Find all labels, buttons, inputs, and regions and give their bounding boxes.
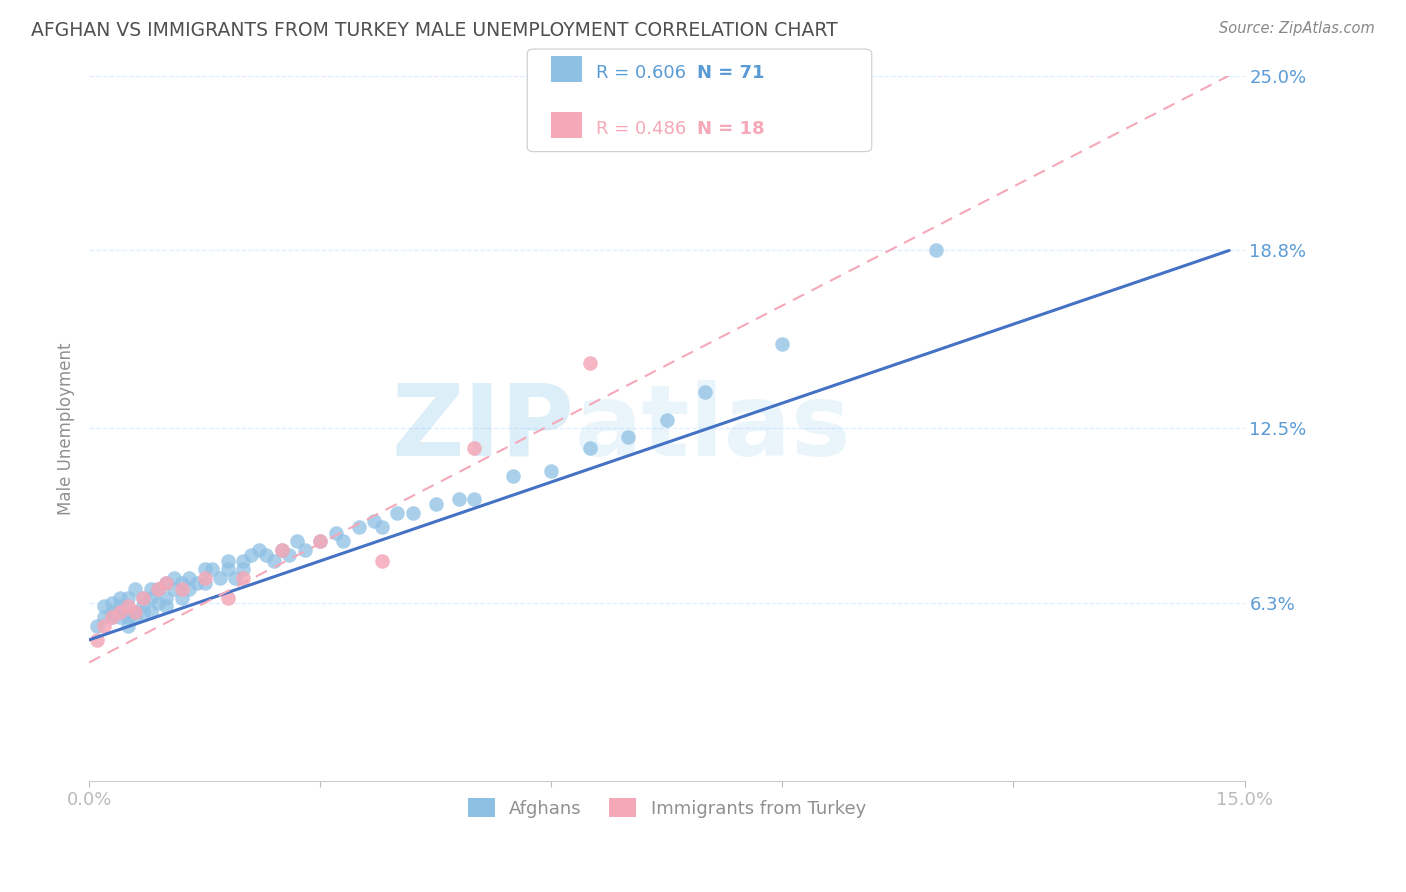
Point <box>285 534 308 549</box>
Point <box>770 336 793 351</box>
Point <box>124 605 146 619</box>
Point <box>695 384 717 399</box>
Point <box>325 525 347 540</box>
Point <box>139 582 162 596</box>
Point <box>155 599 177 613</box>
Point <box>86 632 108 647</box>
Text: N = 71: N = 71 <box>697 64 765 82</box>
Point <box>93 619 115 633</box>
Point <box>139 605 162 619</box>
Point <box>232 571 254 585</box>
Point <box>170 591 193 605</box>
Point <box>132 591 155 605</box>
Point <box>163 571 186 585</box>
Point <box>232 562 254 576</box>
Text: N = 18: N = 18 <box>697 120 765 138</box>
Point <box>194 571 217 585</box>
Point <box>124 582 146 596</box>
Text: ZIP: ZIP <box>391 380 575 476</box>
Point <box>194 562 217 576</box>
Point <box>117 610 139 624</box>
Point <box>117 591 139 605</box>
Point <box>148 596 170 610</box>
Point <box>363 515 385 529</box>
Point <box>578 356 600 370</box>
Point <box>208 571 231 585</box>
Point <box>170 582 193 596</box>
Point <box>578 441 600 455</box>
Point <box>132 591 155 605</box>
Point <box>294 542 316 557</box>
Point <box>108 610 131 624</box>
Point <box>108 599 131 613</box>
Point <box>186 576 208 591</box>
Point <box>347 520 370 534</box>
Point <box>163 582 186 596</box>
Point <box>385 506 408 520</box>
Point <box>401 506 423 520</box>
Point <box>101 605 124 619</box>
Text: R = 0.606: R = 0.606 <box>596 64 686 82</box>
Point <box>117 619 139 633</box>
Point <box>170 576 193 591</box>
Point <box>148 582 170 596</box>
Text: AFGHAN VS IMMIGRANTS FROM TURKEY MALE UNEMPLOYMENT CORRELATION CHART: AFGHAN VS IMMIGRANTS FROM TURKEY MALE UN… <box>31 21 838 40</box>
Legend: Afghans, Immigrants from Turkey: Afghans, Immigrants from Turkey <box>461 791 873 825</box>
Point <box>502 469 524 483</box>
Point <box>155 576 177 591</box>
Point <box>108 605 131 619</box>
Point <box>132 599 155 613</box>
Point <box>201 562 224 576</box>
Point <box>86 619 108 633</box>
Point <box>155 576 177 591</box>
Point <box>463 441 485 455</box>
Text: Source: ZipAtlas.com: Source: ZipAtlas.com <box>1219 21 1375 37</box>
Point <box>148 582 170 596</box>
Point <box>332 534 354 549</box>
Point <box>117 605 139 619</box>
Point <box>463 491 485 506</box>
Point <box>101 610 124 624</box>
Point <box>371 520 394 534</box>
Point <box>108 605 131 619</box>
Point <box>217 554 239 568</box>
Point <box>139 591 162 605</box>
Point <box>270 542 292 557</box>
Point <box>217 562 239 576</box>
Point <box>247 542 270 557</box>
Point <box>179 571 201 585</box>
Point <box>132 605 155 619</box>
Point <box>224 571 246 585</box>
Point <box>309 534 332 549</box>
Point <box>117 599 139 613</box>
Point <box>93 599 115 613</box>
Y-axis label: Male Unemployment: Male Unemployment <box>58 342 75 515</box>
Point <box>263 554 285 568</box>
Point <box>540 464 562 478</box>
Point <box>194 576 217 591</box>
Point <box>447 491 470 506</box>
Text: R = 0.486: R = 0.486 <box>596 120 686 138</box>
Point <box>101 596 124 610</box>
Point <box>617 430 640 444</box>
Point <box>179 582 201 596</box>
Point <box>93 610 115 624</box>
Point <box>232 554 254 568</box>
Point <box>217 591 239 605</box>
Point <box>101 610 124 624</box>
Point <box>124 605 146 619</box>
Text: atlas: atlas <box>575 380 851 476</box>
Point <box>124 610 146 624</box>
Point <box>108 591 131 605</box>
Point <box>239 548 262 562</box>
Point <box>155 591 177 605</box>
Point <box>371 554 394 568</box>
Point <box>254 548 277 562</box>
Point <box>278 548 301 562</box>
Point <box>270 542 292 557</box>
Point <box>925 244 948 258</box>
Point <box>309 534 332 549</box>
Point <box>655 413 678 427</box>
Point <box>425 498 447 512</box>
